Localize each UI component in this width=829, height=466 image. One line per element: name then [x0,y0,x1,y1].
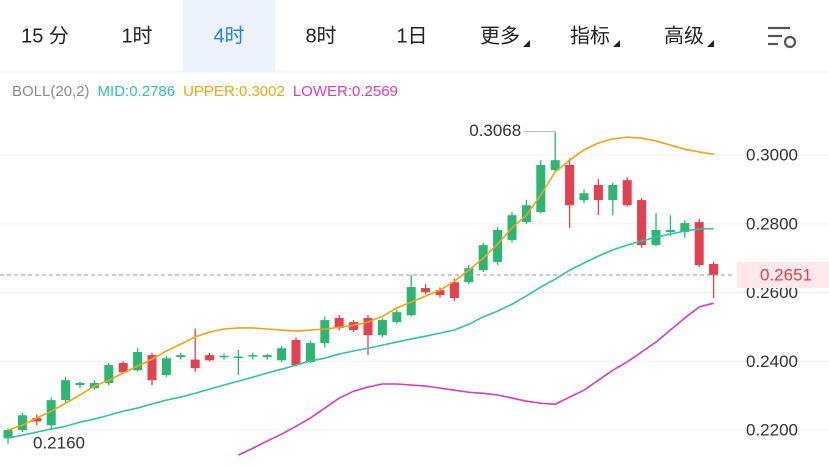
candle-body [421,288,431,293]
candle-body [46,400,56,426]
candle-body [205,355,215,361]
candle-body [75,382,85,386]
candle-body [565,165,575,206]
menu-arrow [523,40,530,47]
candle-body [363,317,373,336]
candle-body [579,193,589,201]
y-tick-label: 0.2400 [746,352,798,371]
tabs: 15 分 1时 4时 8时 1日 更多 指标 高级 [21,0,714,72]
candle-body [521,205,531,223]
plot [3,131,719,456]
candle-body [61,380,71,401]
tab[interactable]: 1时 [121,24,152,47]
y-tick-label: 0.2800 [746,214,798,233]
candle-body [305,343,315,362]
candle-body [665,229,675,233]
menu-arrow [707,40,714,47]
boll-line [7,227,714,439]
active-tab-bg [183,0,275,72]
candle-body [622,180,632,206]
candle-body [464,268,474,283]
settings-icon[interactable] [768,26,797,49]
candle-body [550,160,560,171]
candle-body [133,352,143,371]
candle-body [449,282,459,299]
last-price-label: 0.2651 [760,265,812,284]
candle-body [593,184,603,201]
tab[interactable]: 更多 [480,24,520,47]
candle-body [118,363,128,373]
menu-arrow [613,40,620,47]
candle-body [190,359,200,369]
legend-entry: MID:0.2786 [98,83,176,100]
candle-body [637,200,647,246]
overlay: MID:0.2786 UPPER:0.3002 LOWER:0.2569 0.2651… [0,83,829,452]
tab[interactable]: 指标 [570,24,610,47]
candle-body [392,312,402,323]
candle-body [349,322,359,331]
candle-body [262,355,272,358]
boll-line [7,136,714,431]
last-price-box [737,262,829,289]
tab[interactable]: 8时 [305,24,336,47]
candle-body [161,358,171,376]
candle-body [334,317,344,328]
legend-entry: LOWER:0.2569 [293,83,398,100]
legend-entry: UPPER:0.3002 [183,83,285,100]
candle-body [219,355,229,358]
candle-body [320,320,330,344]
candle-body [17,415,27,431]
candle-body [680,223,690,233]
candle-body [377,320,387,336]
candle-body [248,355,258,357]
candle-body [608,184,618,201]
candle-body [176,355,186,358]
candle-body [435,290,445,295]
candle-body [32,418,42,422]
indicator-name: BOLL(20,2) [12,83,90,100]
candle-body [3,430,13,439]
tab-bar [0,0,829,72]
candle-body [104,365,114,383]
tab[interactable]: 高级 [664,24,704,47]
y-tick-label: 0.2200 [746,421,798,440]
candle-body [147,355,157,381]
tab[interactable]: 4时 [213,24,244,47]
candle-body [493,229,503,262]
tab[interactable]: 15 分 [21,24,69,47]
candle-body [277,348,287,361]
min-label: 0.2160 [33,433,85,452]
y-tick-label: 0.3000 [746,146,798,165]
candle-body [709,264,719,276]
candle-body [536,165,546,213]
candle-body [233,356,243,358]
candle-body [406,287,416,316]
candle-body [291,339,301,366]
candle-body [694,222,704,266]
boll-line [238,302,714,456]
tab[interactable]: 1日 [396,25,427,47]
max-label: 0.3068 [469,121,521,140]
